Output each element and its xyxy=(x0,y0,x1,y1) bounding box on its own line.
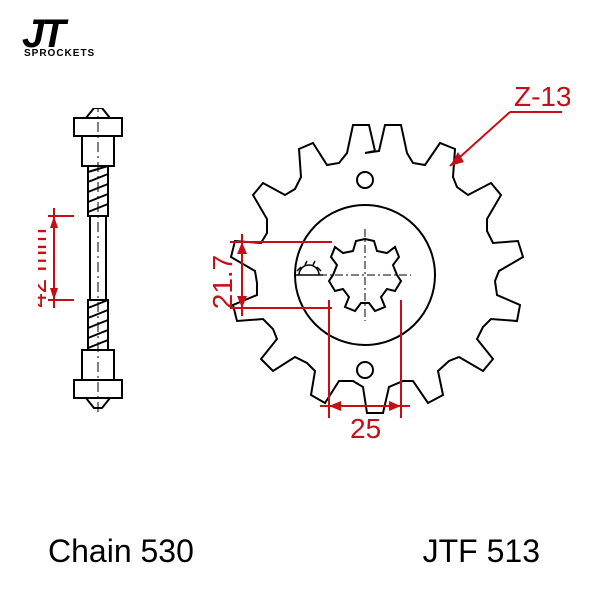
svg-text:Z-13: Z-13 xyxy=(514,81,570,112)
bolt-hole-top xyxy=(357,172,373,188)
front-face-view: Z-13 21.7 25 xyxy=(190,70,570,470)
jt-logo: JT SPROCKETS xyxy=(22,18,95,59)
logo-subtitle: SPROCKETS xyxy=(24,48,95,59)
svg-text:42 mm: 42 mm xyxy=(38,228,52,307)
chain-label: Chain 530 xyxy=(48,533,194,570)
svg-text:25: 25 xyxy=(350,413,381,444)
svg-text:21.7: 21.7 xyxy=(207,255,238,310)
dim-42mm: 42 mm xyxy=(38,208,74,308)
part-number-label: JTF 513 xyxy=(423,533,540,570)
logo-brand: JT xyxy=(22,18,95,50)
bolt-hole-bottom xyxy=(357,362,373,378)
side-profile-shape xyxy=(74,108,122,414)
dim-z13: Z-13 xyxy=(450,81,570,166)
side-profile-view: 42 mm xyxy=(38,108,158,428)
